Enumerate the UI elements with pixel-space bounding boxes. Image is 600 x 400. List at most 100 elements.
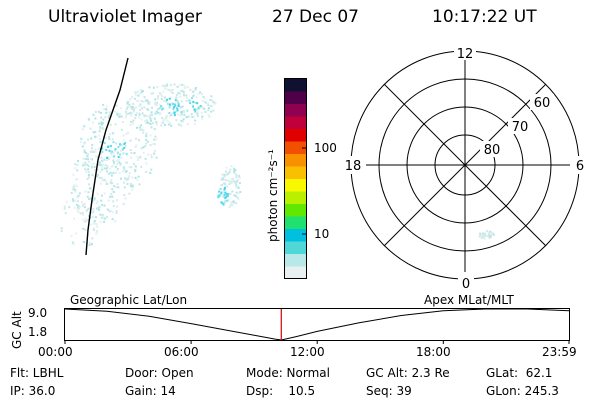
aurora-pixel: [90, 147, 93, 149]
aurora-pixel: [173, 114, 176, 117]
aurora-pixel: [114, 123, 117, 126]
aurora-pixel: [492, 232, 495, 235]
aurora-pixel: [163, 99, 166, 102]
aurora-pixel: [77, 159, 79, 162]
aurora-pixel: [98, 176, 101, 179]
aurora-pixel: [129, 182, 132, 185]
aurora-pixel: [154, 135, 157, 138]
aurora-pixel: [81, 213, 84, 216]
aurora-pixel: [131, 176, 134, 179]
aurora-pixel: [76, 207, 79, 210]
aurora-pixel: [125, 112, 128, 115]
aurora-pixel: [223, 193, 226, 196]
aurora-pixel: [173, 83, 176, 86]
aurora-pixel: [207, 102, 210, 105]
aurora-pixel: [99, 141, 102, 143]
aurora-pixel: [225, 166, 228, 169]
aurora-pixel: [124, 179, 127, 182]
aurora-pixel: [191, 115, 194, 118]
aurora-pixel: [159, 111, 162, 114]
aurora-pixel: [104, 136, 107, 139]
timeline-xtick-1: 06:00: [164, 345, 199, 359]
aurora-pixel: [150, 126, 153, 129]
aurora-pixel: [109, 167, 111, 170]
aurora-pixel: [100, 168, 103, 171]
aurora-pixel: [129, 149, 132, 151]
aurora-pixel: [207, 107, 210, 110]
aurora-pixel: [122, 134, 125, 137]
aurora-pixel: [159, 113, 162, 116]
aurora-pixel: [88, 118, 91, 121]
aurora-pixel: [101, 213, 104, 216]
aurora-pixel: [155, 121, 158, 124]
aurora-pixel: [84, 161, 87, 164]
aurora-pixel: [225, 194, 228, 197]
aurora-pixel: [228, 171, 231, 174]
timeline-xtick-0: 00:00: [38, 345, 73, 359]
aurora-pixel: [92, 216, 95, 219]
aurora-pixel: [77, 194, 80, 197]
aurora-pixel: [125, 114, 128, 117]
aurora-pixel: [112, 163, 115, 166]
aurora-pixel: [118, 116, 121, 118]
aurora-pixel: [139, 155, 142, 158]
aurora-pixel: [201, 117, 204, 120]
aurora-pixel: [103, 178, 106, 181]
aurora-pixel: [87, 191, 90, 194]
aurora-pixel: [119, 164, 122, 167]
aurora-pixel: [226, 195, 229, 198]
aurora-pixel: [141, 107, 144, 110]
aurora-pixel: [74, 188, 77, 191]
aurora-pixel: [146, 132, 149, 135]
aurora-pixel: [115, 210, 118, 213]
aurora-pixel: [482, 232, 484, 235]
aurora-pixel: [235, 186, 238, 189]
aurora-pixel: [210, 95, 213, 98]
aurora-pixel: [111, 218, 114, 221]
aurora-pixel: [134, 106, 137, 109]
aurora-pixel: [83, 125, 86, 128]
aurora-pixel: [135, 144, 138, 147]
aurora-pixel: [132, 102, 135, 105]
aurora-pixel: [91, 163, 94, 166]
aurora-pixel: [99, 221, 102, 223]
aurora-pixel: [93, 131, 96, 134]
aurora-pixel: [193, 123, 196, 126]
aurora-pixel: [109, 195, 112, 198]
aurora-pixel: [77, 210, 80, 213]
aurora-pixel: [129, 123, 132, 126]
aurora-pixel: [117, 158, 120, 161]
aurora-pixel: [164, 85, 167, 88]
colorbar-band: [284, 91, 307, 104]
aurora-pixel: [158, 103, 161, 106]
aurora-pixel: [179, 123, 182, 126]
aurora-pixel: [137, 90, 140, 93]
aurora-pixel: [173, 106, 176, 108]
aurora-pixel: [230, 182, 233, 184]
timeline-yaxis-label: GC Alt: [10, 311, 24, 349]
aurora-pixel: [176, 105, 179, 107]
aurora-pixel: [222, 203, 225, 206]
aurora-pixel: [96, 225, 99, 228]
aurora-pixel: [77, 204, 80, 207]
aurora-pixel: [114, 171, 117, 174]
timeline-xtick-4: 23:59: [542, 345, 577, 359]
aurora-pixel: [225, 173, 228, 176]
aurora-pixel: [131, 96, 134, 99]
aurora-pixel: [218, 194, 221, 197]
aurora-pixel: [173, 112, 176, 114]
aurora-pixel: [228, 181, 231, 184]
aurora-pixel: [210, 110, 213, 113]
colorbar-band: [284, 253, 307, 267]
aurora-pixel: [140, 118, 143, 121]
aurora-pixel: [104, 108, 107, 111]
aurora-pixel: [135, 137, 138, 140]
aurora-pixel: [483, 237, 486, 240]
aurora-pixel: [174, 99, 177, 101]
aurora-pixel: [123, 168, 126, 171]
aurora-pixel: [183, 109, 186, 112]
timeline-right-label: Apex MLat/MLT: [424, 293, 514, 307]
aurora-pixel: [101, 150, 104, 153]
aurora-pixel: [90, 211, 93, 214]
aurora-pixel: [176, 85, 179, 88]
